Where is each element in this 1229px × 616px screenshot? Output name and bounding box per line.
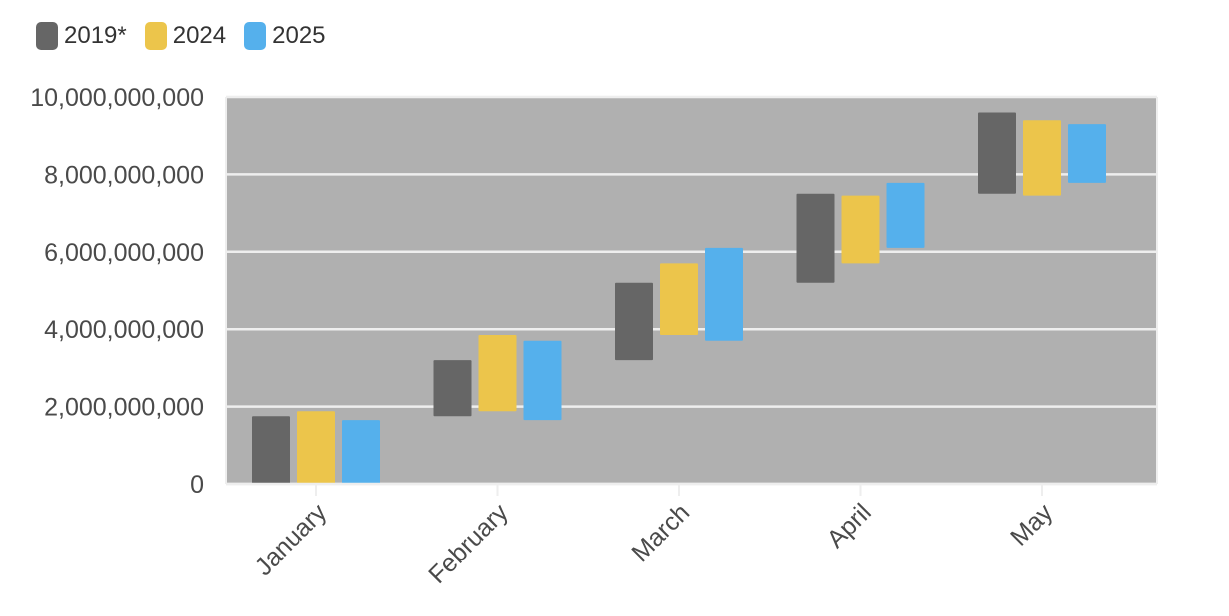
x-tick-label: January bbox=[250, 498, 333, 581]
bar-2024-march bbox=[660, 263, 698, 336]
legend-label-2019: 2019* bbox=[64, 22, 127, 49]
y-tick-label: 6,000,000,000 bbox=[44, 239, 204, 267]
bar-2025-april bbox=[886, 182, 925, 248]
bar-2024-april bbox=[841, 195, 880, 264]
legend-swatch-2024 bbox=[144, 22, 167, 50]
bar-2025-may bbox=[1068, 124, 1106, 183]
legend-item-2025[interactable]: 2025 bbox=[244, 22, 326, 50]
y-tick-label: 4,000,000,000 bbox=[44, 316, 204, 344]
bar-2019-march bbox=[615, 282, 653, 361]
legend-label-2024: 2024 bbox=[172, 22, 227, 49]
y-tick-label: 0 bbox=[190, 471, 204, 499]
bar-2025-february bbox=[523, 340, 562, 421]
x-tick-label: February bbox=[423, 498, 514, 589]
bar-2024-february bbox=[478, 335, 517, 412]
y-tick-label: 10,000,000,000 bbox=[30, 84, 204, 112]
x-tick-label: March bbox=[626, 498, 695, 567]
legend-item-2019[interactable]: 2019* bbox=[36, 22, 127, 50]
bar-2019-january bbox=[252, 416, 290, 484]
bar-2024-may bbox=[1023, 120, 1061, 196]
legend-item-2024[interactable]: 2024 bbox=[144, 22, 227, 50]
x-tick-label: May bbox=[1005, 498, 1059, 552]
bar-2025-march bbox=[705, 247, 743, 341]
legend-swatch-2019 bbox=[36, 22, 58, 50]
bar-2019-may bbox=[978, 112, 1016, 194]
y-tick-label: 2,000,000,000 bbox=[44, 394, 204, 422]
legend-swatch-2025 bbox=[244, 22, 267, 50]
bar-2025-january bbox=[342, 420, 380, 484]
legend-label-2025: 2025 bbox=[272, 22, 326, 49]
x-tick-label: April bbox=[822, 498, 877, 553]
y-tick-label: 8,000,000,000 bbox=[44, 161, 204, 189]
bar-2024-january bbox=[297, 411, 335, 484]
bar-2019-april bbox=[796, 193, 835, 283]
legend: 2019* 2024 2025 bbox=[36, 22, 326, 50]
bar-2019-february bbox=[433, 360, 472, 417]
